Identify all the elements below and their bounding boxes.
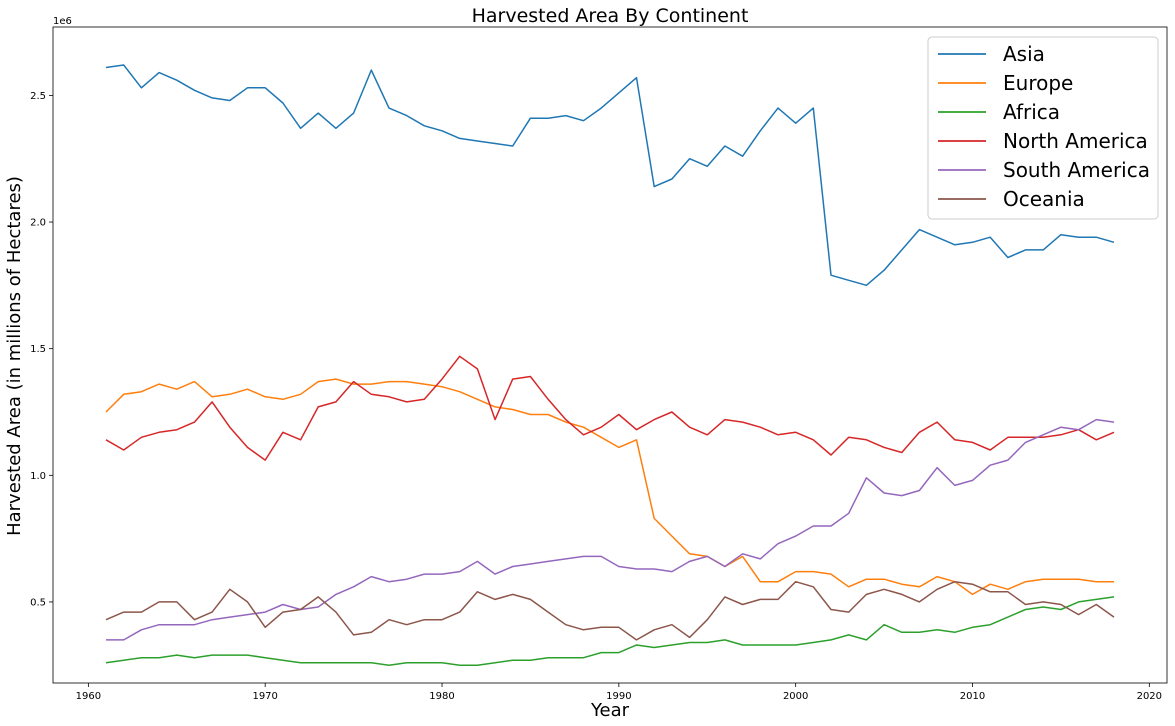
- axes-frame: [52, 26, 1168, 684]
- series-line-north-america: [105, 355, 1115, 461]
- x-tick-label: 1990: [606, 691, 631, 702]
- legend-label-north-america: North America: [1003, 129, 1148, 153]
- legend-label-europe: Europe: [1003, 71, 1073, 95]
- y-axis-offset-text: 1e6: [53, 16, 72, 27]
- legend-label-south-america: South America: [1003, 158, 1150, 182]
- x-tick-label: 1970: [252, 691, 277, 702]
- legend: Asia Europe Africa North America South Ameri…: [927, 36, 1159, 220]
- chart-title: Harvested Area By Continent: [472, 5, 749, 27]
- legend-label-africa: Africa: [1003, 100, 1060, 124]
- series-line-south-america: [106, 418, 1115, 641]
- plot-area: 1960 1970 1980 1990 2000 2010 2020 0.5 1.0 1.5 2.0…: [30, 26, 1168, 702]
- x-tick-label: 1980: [429, 691, 454, 702]
- x-tick-label: 2010: [960, 691, 985, 702]
- series-line-europe: [105, 378, 1114, 596]
- y-tick-label: 1.0: [30, 471, 46, 482]
- x-tick-label: 2020: [1137, 691, 1162, 702]
- y-tick-label: 2.0: [30, 218, 46, 229]
- series-line-asia: [105, 64, 1115, 287]
- y-axis-label: Harvested Area (in millions of Hectares): [4, 176, 25, 536]
- series-line-oceania: [105, 580, 1115, 641]
- x-tick-label: 1960: [76, 691, 101, 702]
- y-tick-label: 1.5: [30, 344, 46, 355]
- legend-label-oceania: Oceania: [1003, 187, 1085, 211]
- x-axis-label: Year: [590, 700, 630, 721]
- legend-label-asia: Asia: [1003, 42, 1045, 66]
- y-tick-label: 0.5: [30, 597, 46, 608]
- series-line-africa: [105, 596, 1115, 667]
- x-tick-label: 2000: [783, 691, 808, 702]
- y-tick-label: 2.5: [30, 91, 46, 102]
